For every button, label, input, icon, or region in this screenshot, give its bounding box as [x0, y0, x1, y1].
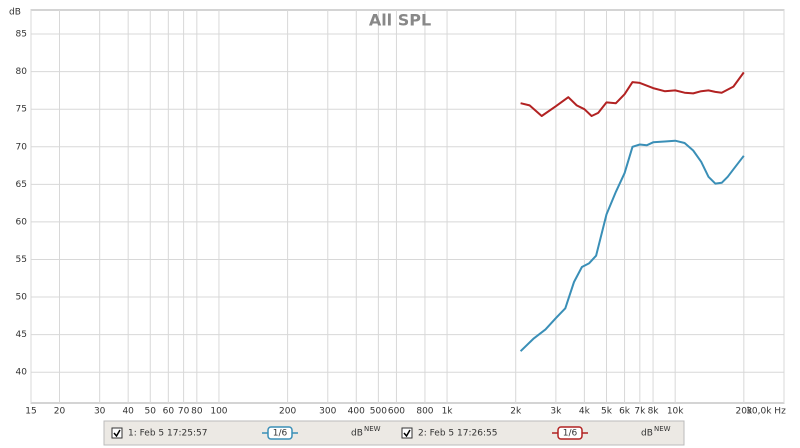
grid: [30, 10, 785, 403]
y-tick-label: 55: [16, 255, 27, 265]
y-axis-label: dB: [9, 8, 21, 18]
series-line: [519, 139, 745, 352]
x-tick-label: 5k: [601, 407, 613, 417]
legend-checkbox[interactable]: [111, 427, 123, 439]
x-tick-label: 800: [416, 407, 433, 417]
new-badge: NEW: [654, 425, 671, 433]
y-tick-label: 45: [16, 330, 27, 340]
x-tick-label: 20: [54, 407, 66, 417]
x-tick-label: 3k: [550, 407, 562, 417]
x-tick-label: 80: [191, 407, 203, 417]
y-tick-label: 80: [16, 67, 28, 77]
x-tick-label: 30,0k Hz: [746, 407, 786, 417]
legend-checkbox[interactable]: [401, 427, 413, 439]
y-tick-label: 65: [16, 180, 27, 190]
checkmark: [403, 429, 411, 438]
x-tick-label: 50: [145, 407, 157, 417]
series-line: [520, 71, 745, 117]
x-tick-label: 6k: [619, 407, 631, 417]
x-tick-label: 300: [319, 407, 336, 417]
y-tick-label: 75: [16, 105, 27, 115]
new-badge: NEW: [364, 425, 381, 433]
x-tick-label: 1k: [442, 407, 454, 417]
x-tick-label: 100: [210, 407, 227, 417]
x-tick-label: 70: [178, 407, 190, 417]
x-tick-label: 15: [25, 407, 36, 417]
legend-label: 1: Feb 5 17:25:57: [128, 429, 207, 439]
x-tick-label: 60: [163, 407, 175, 417]
smoothing-label: 1/6: [273, 429, 288, 439]
smoothing-box[interactable]: [267, 426, 293, 440]
smoothing-label: 1/6: [563, 429, 578, 439]
x-tick-label: 200: [279, 407, 296, 417]
checkmark: [113, 429, 121, 438]
chart-title: All SPL: [369, 11, 431, 30]
unit-label: dB: [351, 429, 363, 439]
lines: [519, 71, 745, 352]
x-tick-label: 2k: [510, 407, 522, 417]
y-tick-label: 40: [16, 368, 28, 378]
x-tick-label: 7k: [634, 407, 646, 417]
unit-label: dB: [641, 429, 653, 439]
smoothing-box[interactable]: [557, 426, 583, 440]
y-tick-label: 85: [16, 30, 27, 40]
y-tick-label: 60: [16, 217, 28, 227]
y-tick-label: 50: [16, 293, 28, 303]
x-tick-label: 20k: [735, 407, 752, 417]
x-tick-label: 400: [348, 407, 365, 417]
y-tick-label: 70: [16, 142, 28, 152]
x-tick-label: 500: [370, 407, 387, 417]
x-tick-label: 10k: [667, 407, 684, 417]
x-tick-label: 600: [388, 407, 405, 417]
legend: 1: Feb 5 17:25:57 1/6 dB NEW 2: Feb 5 17:26:…: [111, 425, 671, 440]
x-tick-label: 30: [94, 407, 106, 417]
x-tick-label: 8k: [648, 407, 660, 417]
plot-area: [30, 9, 785, 404]
x-tick-label: 4k: [579, 407, 591, 417]
x-tick-label: 40: [122, 407, 134, 417]
legend-label: 2: Feb 5 17:26:55: [418, 429, 497, 439]
